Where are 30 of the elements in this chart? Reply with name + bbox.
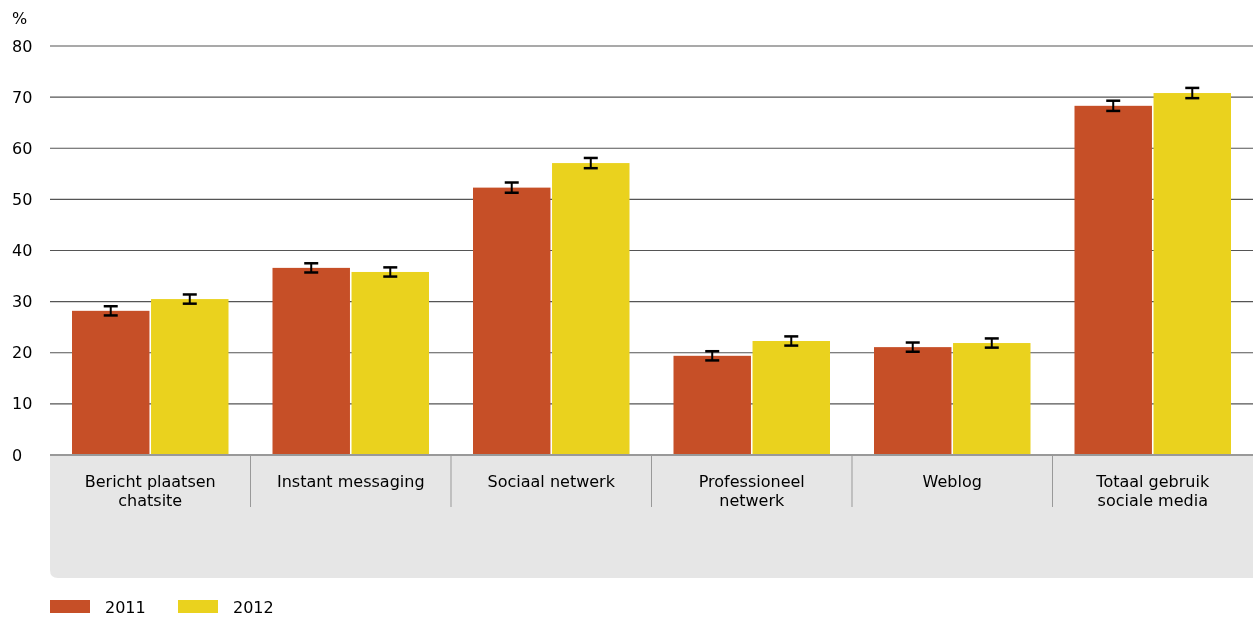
x-tick-label: Professioneel netwerk: [698, 472, 805, 510]
y-tick-label: 80: [12, 36, 33, 56]
bar: [272, 267, 350, 455]
y-tick-label: 70: [12, 87, 33, 107]
x-tick-label: Bericht plaatsen chatsite: [84, 472, 216, 510]
legend-label: 2011: [105, 598, 146, 617]
y-tick-label: 30: [12, 292, 33, 312]
bar: [151, 299, 229, 455]
x-tick-label: Instant messaging: [276, 472, 425, 491]
y-tick-label: 10: [12, 394, 33, 414]
y-axis-title: %: [12, 9, 28, 28]
bar: [1074, 105, 1152, 455]
legend-label: 2012: [233, 598, 274, 617]
bar: [1153, 93, 1231, 455]
bar: [673, 355, 751, 455]
x-tick-label: Sociaal netwerk: [487, 472, 616, 491]
y-tick-label: 50: [12, 189, 33, 209]
bar: [473, 187, 551, 455]
y-tick-label: 0: [12, 445, 23, 465]
bar: [752, 340, 830, 455]
bar: [552, 163, 630, 455]
y-tick-label: 60: [12, 138, 33, 158]
y-tick-label: 40: [12, 241, 33, 261]
x-tick-label: Weblog: [922, 472, 982, 491]
bar: [874, 347, 952, 455]
x-tick-label: Totaal gebruik sociale media: [1095, 472, 1210, 510]
bar: [72, 310, 150, 455]
bar: [351, 271, 429, 455]
bar: [953, 343, 1031, 455]
y-tick-label: 20: [12, 343, 33, 363]
